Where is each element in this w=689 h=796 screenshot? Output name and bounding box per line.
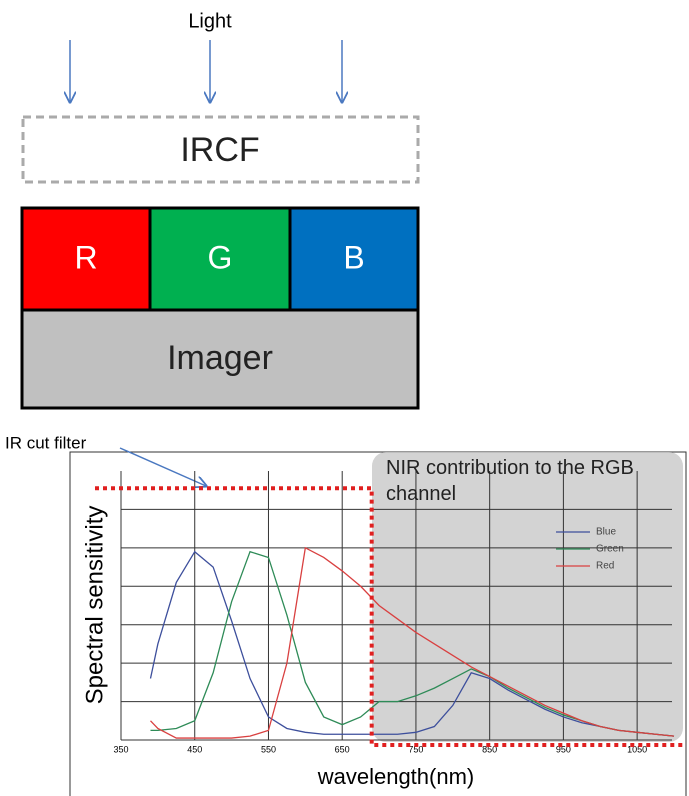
- x-tick-label: 550: [261, 744, 276, 754]
- pixel-label: B: [343, 239, 364, 275]
- x-tick-label: 650: [335, 744, 350, 754]
- annotation: NIR contribution to the RGB channel: [386, 455, 636, 507]
- ircf-label: IRCF: [180, 131, 259, 169]
- page: Light IRCF R G B Imager IR cut filter Sp…: [0, 0, 689, 796]
- arrow: [120, 448, 206, 486]
- legend-label: Red: [596, 561, 614, 572]
- x-axis-label: wavelength(nm): [317, 764, 475, 789]
- pixel-label: G: [208, 239, 233, 275]
- figure: Light IRCF R G B Imager IR cut filter Sp…: [0, 0, 689, 796]
- imager-label: Imager: [167, 339, 273, 377]
- annotation: IR cut filter: [5, 433, 87, 452]
- pixel-label: R: [74, 239, 97, 275]
- legend-label: Green: [596, 544, 624, 555]
- x-tick-label: 350: [113, 744, 128, 754]
- x-tick-label: 1050: [627, 744, 647, 754]
- y-axis-label: Spectral sensitivity: [81, 506, 108, 705]
- x-tick-label: 450: [187, 744, 202, 754]
- light-label: Light: [188, 10, 232, 32]
- legend-label: Blue: [596, 527, 616, 538]
